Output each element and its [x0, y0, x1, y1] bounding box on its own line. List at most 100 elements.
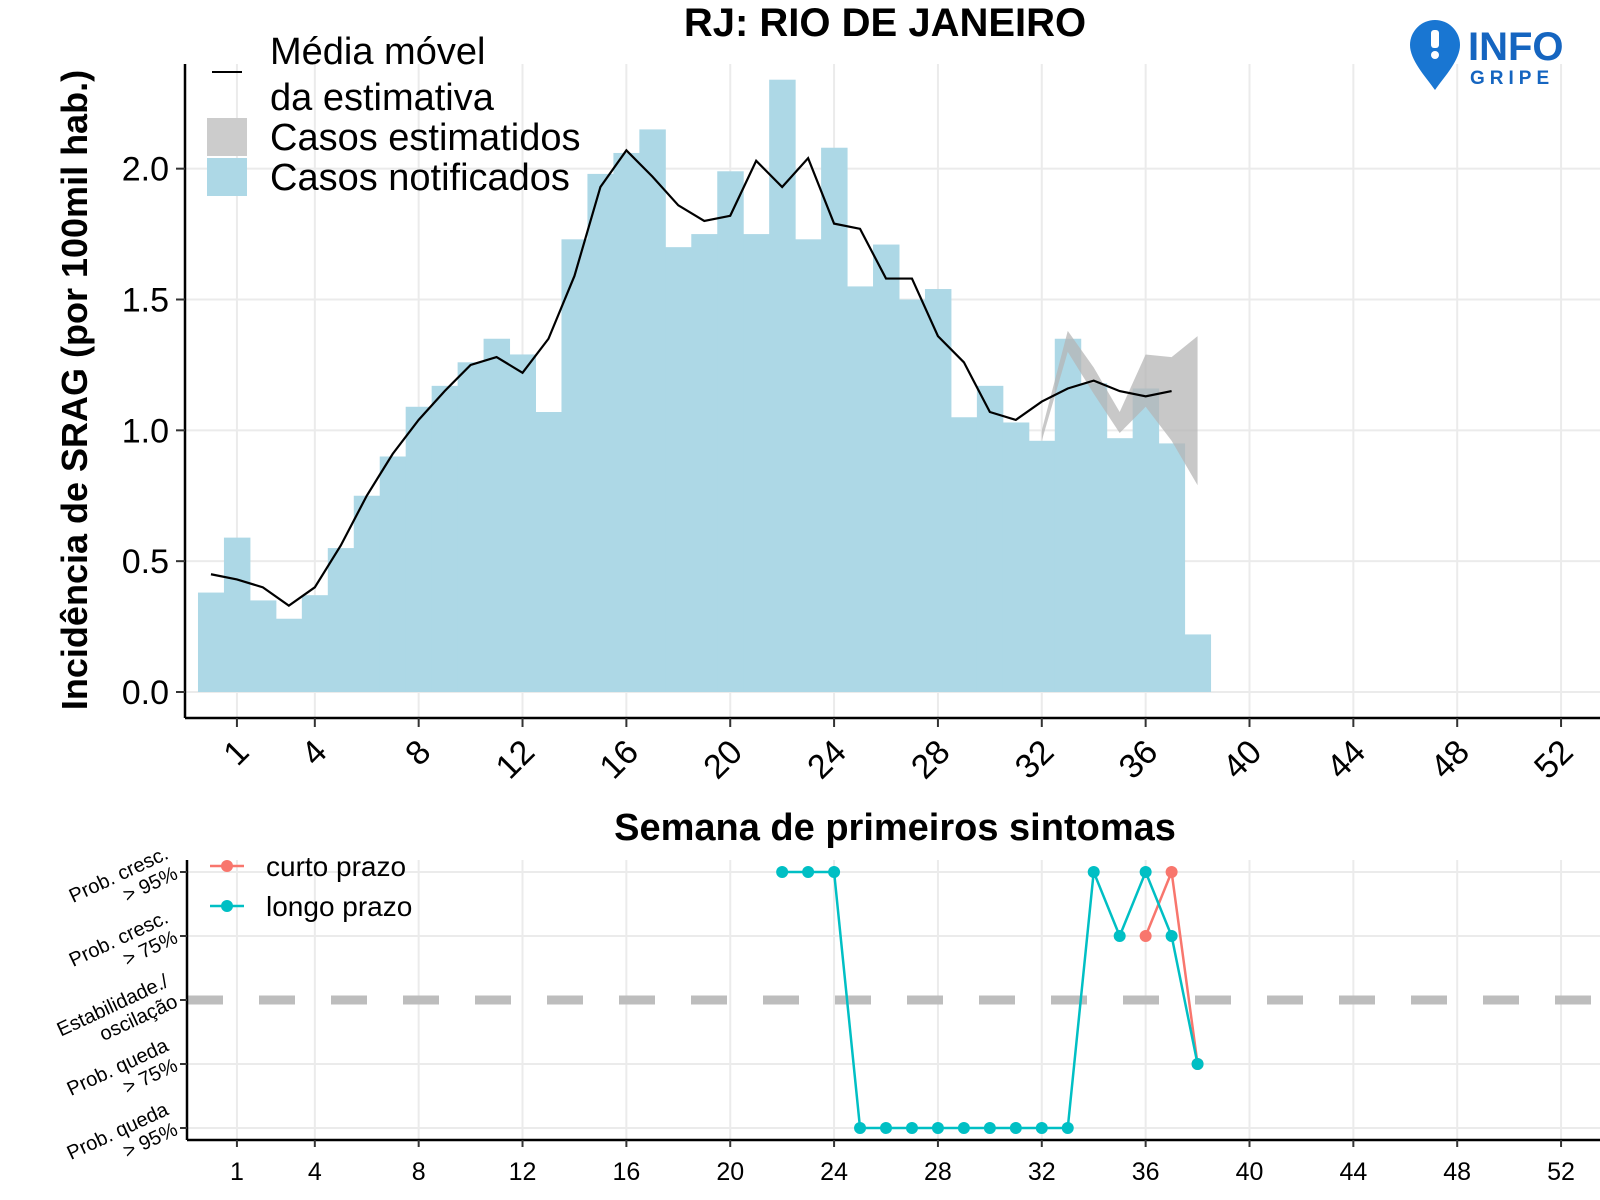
notified-bar: [223, 537, 251, 692]
notified-bar: [873, 244, 900, 693]
notified-bar: [587, 173, 614, 692]
legend-label-notified: Casos notificados: [270, 157, 570, 199]
notified-bar: [509, 354, 537, 692]
infogripe-logo: INFO GRIPE: [1410, 20, 1564, 90]
trend-series: [776, 866, 1204, 1134]
trend-x-tick-label: 48: [1443, 1158, 1471, 1186]
trend-x-tick-label: 8: [412, 1158, 426, 1186]
notified-bar: [353, 495, 381, 692]
notified-bar: [197, 592, 225, 692]
notified-bar: [717, 171, 744, 693]
notified-bar: [976, 385, 1004, 692]
trend-point: [828, 866, 841, 878]
trend-x-tick-label: 4: [308, 1158, 322, 1186]
legend-key-estimated: [207, 118, 247, 156]
trend-point: [880, 1122, 893, 1134]
legend-label: longo prazo: [266, 891, 412, 922]
x-tick-label: 8: [398, 733, 438, 773]
y-axis-label: Incidência de SRAG (por 100mil hab.): [54, 70, 95, 710]
y-tick-label: 2.0: [122, 151, 169, 189]
trend-point: [905, 1122, 918, 1134]
trend-point: [983, 1122, 996, 1134]
trend-point: [1113, 930, 1126, 942]
x-tick-label: 40: [1216, 733, 1270, 787]
trend-point: [776, 866, 789, 878]
notified-bar: [821, 147, 848, 692]
notified-bar: [795, 239, 822, 693]
trend-y-category-label: Prob. queda> 95%: [64, 1098, 182, 1184]
notified-bar: [1002, 422, 1030, 692]
x-tick-label: 52: [1527, 733, 1581, 787]
legend-label: curto prazo: [266, 851, 406, 882]
incidence-legend: Média móvel da estimativa Casos estimati…: [207, 31, 580, 199]
estimated-cases-band: [1041, 330, 1198, 486]
notified-bar: [898, 299, 926, 692]
trend-x-tick-label: 24: [820, 1158, 848, 1186]
notified-bar: [535, 412, 562, 692]
trend-point: [1009, 1122, 1022, 1134]
trend-point: [931, 1122, 944, 1134]
legend-label-moving-average-line2: da estimativa: [270, 77, 495, 119]
notified-bar: [249, 600, 277, 692]
notified-cases-bars: [197, 79, 1212, 693]
y-tick-label: 1.5: [122, 282, 169, 320]
notified-bar: [1184, 634, 1212, 692]
trend-x-tick-label: 40: [1236, 1158, 1264, 1186]
legend-key-point: [221, 900, 233, 912]
legend-label-estimated: Casos estimatidos: [270, 117, 580, 159]
notified-bar: [691, 234, 718, 693]
estimated-band: [1041, 330, 1198, 486]
moving-average-series: [210, 148, 1172, 607]
y-tick-label: 1.0: [122, 412, 169, 450]
trend-line: [1144, 867, 1199, 1065]
trend-point: [1139, 930, 1152, 942]
legend-key-point: [221, 860, 233, 872]
trend-legend: curto prazo longo prazo: [210, 851, 412, 922]
y-tick-label: 0.0: [122, 674, 169, 712]
notified-bar: [665, 247, 692, 692]
trend-point: [854, 1122, 867, 1134]
trend-point: [1139, 866, 1152, 878]
notified-bar: [483, 338, 511, 692]
trend-x-tick-label: 52: [1547, 1158, 1575, 1186]
notified-bar: [1028, 440, 1056, 692]
notified-bar: [847, 286, 874, 692]
y-tick-label: 0.5: [122, 543, 169, 581]
trend-x-tick-label: 44: [1339, 1158, 1367, 1186]
notified-bar: [613, 152, 640, 692]
x-tick-label: 1: [216, 733, 256, 773]
trend-point: [1035, 1122, 1048, 1134]
x-axis-label: Semana de primeiros sintomas: [614, 807, 1176, 849]
trend-x-tick-label: 16: [612, 1158, 640, 1186]
x-tick-label: 36: [1112, 733, 1166, 787]
notified-bar: [275, 618, 303, 692]
x-tick-label: 44: [1319, 733, 1373, 787]
notified-bar: [327, 548, 355, 692]
x-tick-label: 16: [592, 733, 646, 787]
trend-x-tick-label: 32: [1028, 1158, 1056, 1186]
trend-x-tick-label: 12: [509, 1158, 537, 1186]
logo-text-info: INFO: [1468, 25, 1564, 69]
notified-bar: [639, 129, 666, 692]
trend-x-tick-label: 1: [230, 1158, 244, 1186]
trend-point: [1165, 866, 1178, 878]
notified-bar: [1106, 438, 1134, 692]
notified-bar: [1158, 443, 1186, 692]
trend-point: [957, 1122, 970, 1134]
notified-bar: [405, 406, 433, 692]
x-tick-label: 32: [1008, 733, 1062, 787]
trend-point: [1191, 1058, 1204, 1070]
x-tick-label: 24: [800, 733, 854, 787]
trend-point: [1061, 1122, 1074, 1134]
incidence-panel: 0.00.51.01.52.01 4 8 12 16 20 24 28 32 36 40 44 48 52…: [54, 31, 1600, 849]
moving-average-line: [210, 148, 1172, 607]
x-tick-label: 4: [294, 733, 334, 773]
x-tick-label: 20: [696, 733, 750, 787]
logo-text-gripe: GRIPE: [1470, 68, 1554, 89]
notified-bar: [379, 456, 407, 692]
x-tick-label: 48: [1423, 733, 1477, 787]
trend-x-tick-label: 28: [924, 1158, 952, 1186]
x-tick-label: 12: [489, 733, 543, 787]
